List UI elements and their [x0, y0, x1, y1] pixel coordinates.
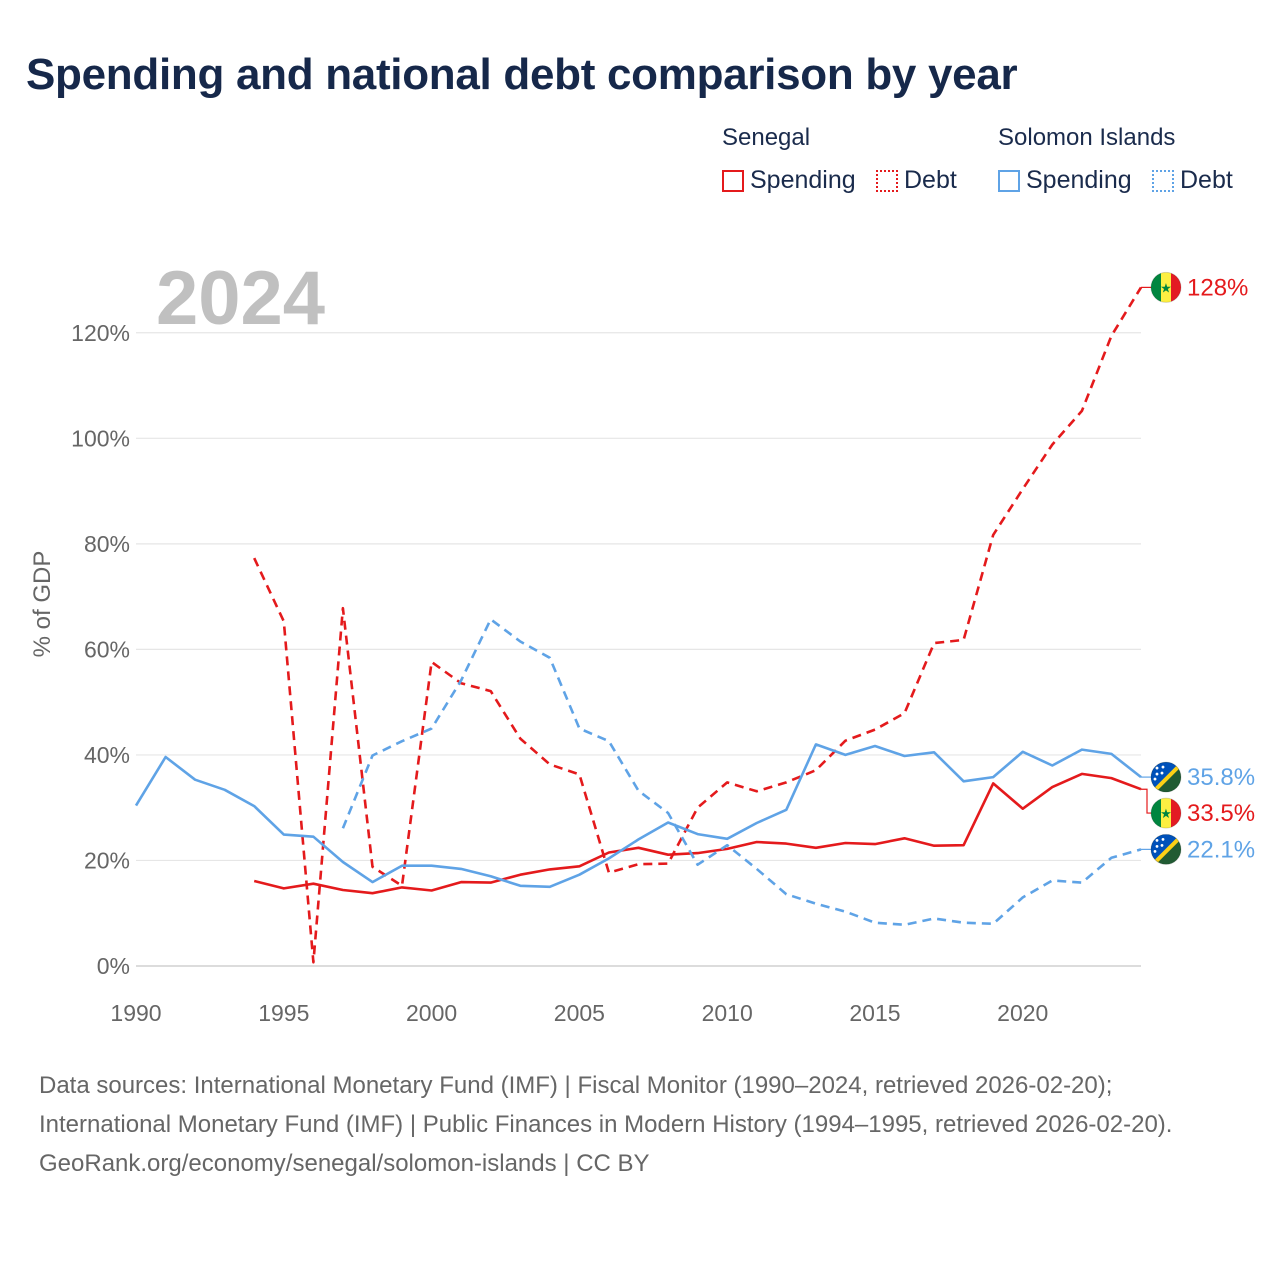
series-line-solomon-islands-spending[interactable]: [134, 743, 1142, 889]
svg-text:★: ★: [1160, 281, 1172, 296]
x-tick-label: 2010: [702, 1000, 753, 1026]
senegal-flag-icon: ★: [1150, 797, 1182, 829]
legend-solomon-debt[interactable]: Debt: [1152, 166, 1233, 195]
series-line-senegal-debt[interactable]: [253, 286, 1143, 964]
footer: Data sources: International Monetary Fun…: [39, 1066, 1239, 1183]
legend-label: Debt: [1180, 166, 1233, 194]
series-lines: [134, 286, 1143, 964]
solomon-islands-flag-icon: [1150, 833, 1182, 865]
legend-solomon-spending[interactable]: Spending: [998, 166, 1132, 195]
legend-label: Spending: [1026, 166, 1132, 194]
legend-group-senegal: Senegal: [722, 124, 811, 151]
line-chart: 2024 0% 20% 40% 60% 80% 100% 120% 1990 1995 2000…: [29, 256, 1255, 1026]
x-tick-label: 2005: [554, 1000, 605, 1026]
end-value-label: 128%: [1187, 274, 1248, 301]
x-tick-label: 2000: [406, 1000, 457, 1026]
credit-link[interactable]: GeoRank.org/economy/senegal/solomon-isla…: [39, 1150, 650, 1177]
y-tick-label: 0%: [97, 953, 130, 979]
senegal-flag-icon: ★: [1150, 271, 1182, 303]
legend-swatch-solid-icon: [722, 169, 744, 192]
end-value-label: 35.8%: [1187, 764, 1255, 791]
end-connector: [1141, 788, 1151, 814]
year-watermark: 2024: [156, 256, 325, 341]
legend-swatch-dotted-icon: [876, 169, 898, 192]
legend-label: Spending: [750, 166, 856, 194]
x-tick-label: 2015: [849, 1000, 900, 1026]
y-tick-label: 80%: [84, 531, 130, 557]
gridlines: [136, 332, 1141, 967]
x-tick-label: 1995: [258, 1000, 309, 1026]
series-line-senegal-spending[interactable]: [253, 772, 1142, 895]
x-tick-label: 2020: [997, 1000, 1048, 1026]
y-tick-label: 120%: [71, 320, 130, 346]
x-tick-label: 1990: [110, 1000, 161, 1026]
svg-text:★: ★: [1160, 807, 1172, 822]
legend-senegal-spending[interactable]: Spending: [722, 166, 856, 195]
x-axis-ticks: 1990 1995 2000 2005 2010 2015 2020: [110, 1000, 1048, 1026]
y-axis-ticks: 0% 20% 40% 60% 80% 100% 120%: [71, 320, 130, 979]
chart-title: Spending and national debt comparison by…: [26, 50, 1018, 99]
y-tick-label: 100%: [71, 425, 130, 451]
y-tick-label: 20%: [84, 847, 130, 873]
y-tick-label: 60%: [84, 636, 130, 662]
data-sources: Data sources: International Monetary Fun…: [39, 1072, 1173, 1138]
legend-label: Debt: [904, 166, 957, 194]
end-value-label: 22.1%: [1187, 836, 1255, 863]
end-labels: ★ 128% 35.8% ★ 33.5% 22.1%: [1141, 271, 1255, 865]
legend-swatch-dotted-icon: [1152, 169, 1174, 192]
solomon-islands-flag-icon: [1150, 761, 1182, 793]
legend-senegal-debt[interactable]: Debt: [876, 166, 957, 195]
y-tick-label: 40%: [84, 742, 130, 768]
legend-group-solomon-islands: Solomon Islands: [998, 124, 1176, 151]
end-value-label: 33.5%: [1187, 800, 1255, 827]
y-axis-label: % of GDP: [29, 551, 56, 658]
legend-swatch-solid-icon: [998, 169, 1020, 192]
series-line-solomon-islands-debt[interactable]: [341, 617, 1142, 927]
